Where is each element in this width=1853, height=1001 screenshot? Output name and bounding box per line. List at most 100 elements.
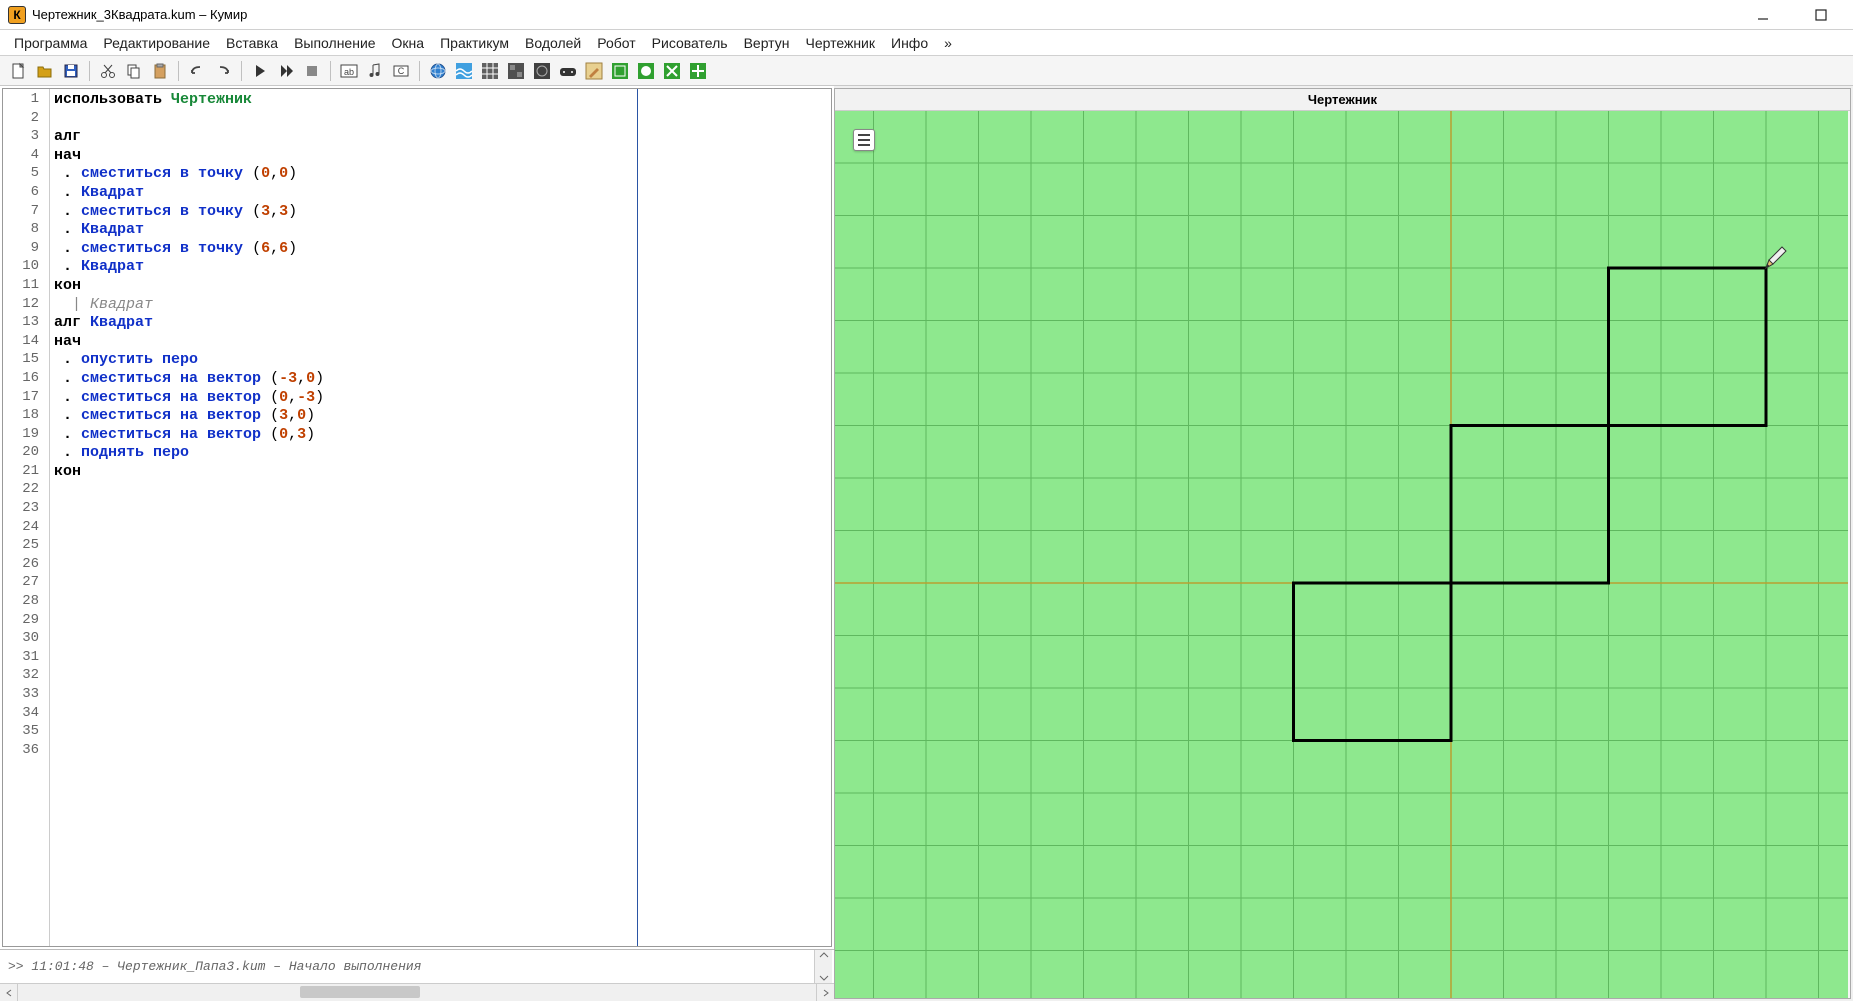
code-line[interactable]: . сместиться на вектор (0,3) bbox=[54, 426, 633, 445]
green2-icon[interactable] bbox=[635, 60, 657, 82]
undo-icon[interactable] bbox=[186, 60, 208, 82]
grid2-icon[interactable] bbox=[505, 60, 527, 82]
console-text: >> 11:01:48 – Чертежник_Папа3.kum – Нача… bbox=[8, 959, 421, 974]
code-line[interactable]: использовать Чертежник bbox=[54, 91, 633, 110]
code-line[interactable]: . поднять перо bbox=[54, 444, 633, 463]
line-number: 11 bbox=[3, 277, 49, 296]
c-icon[interactable]: C bbox=[390, 60, 412, 82]
menu-item[interactable]: Инфо bbox=[883, 30, 936, 55]
line-number: 2 bbox=[3, 110, 49, 129]
line-number: 13 bbox=[3, 314, 49, 333]
line-number: 35 bbox=[3, 723, 49, 742]
line-number: 10 bbox=[3, 258, 49, 277]
line-number: 36 bbox=[3, 742, 49, 761]
editor-margin bbox=[638, 89, 831, 946]
pen-cursor-icon bbox=[1764, 246, 1788, 270]
code-line[interactable]: . сместиться на вектор (3,0) bbox=[54, 407, 633, 426]
code-line[interactable]: . Квадрат bbox=[54, 258, 633, 277]
green1-icon[interactable] bbox=[609, 60, 631, 82]
line-number: 20 bbox=[3, 444, 49, 463]
code-line[interactable]: . опустить перо bbox=[54, 351, 633, 370]
line-number: 21 bbox=[3, 463, 49, 482]
menu-item[interactable]: Вертун bbox=[736, 30, 798, 55]
code-line[interactable]: | Квадрат bbox=[54, 296, 633, 315]
line-number: 28 bbox=[3, 593, 49, 612]
code-line[interactable]: . сместиться в точку (6,6) bbox=[54, 240, 633, 259]
menu-item[interactable]: Вставка bbox=[218, 30, 286, 55]
line-number: 19 bbox=[3, 426, 49, 445]
console-output: >> 11:01:48 – Чертежник_Папа3.kum – Нача… bbox=[0, 949, 834, 983]
save-file-icon[interactable] bbox=[60, 60, 82, 82]
menu-item[interactable]: Водолей bbox=[517, 30, 589, 55]
menu-item[interactable]: Практикум bbox=[432, 30, 517, 55]
line-number: 8 bbox=[3, 221, 49, 240]
code-line[interactable]: . Квадрат bbox=[54, 184, 633, 203]
horizontal-scrollbar[interactable] bbox=[0, 983, 834, 1001]
new-file-icon[interactable] bbox=[8, 60, 30, 82]
line-number: 7 bbox=[3, 203, 49, 222]
line-number: 24 bbox=[3, 519, 49, 538]
line-number: 22 bbox=[3, 481, 49, 500]
code-line[interactable]: . сместиться на вектор (0,-3) bbox=[54, 389, 633, 408]
maximize-button[interactable] bbox=[1801, 4, 1841, 26]
grid3-icon[interactable] bbox=[531, 60, 553, 82]
line-number: 26 bbox=[3, 556, 49, 575]
code-line[interactable]: . сместиться в точку (0,0) bbox=[54, 165, 633, 184]
paste-icon[interactable] bbox=[149, 60, 171, 82]
open-file-icon[interactable] bbox=[34, 60, 56, 82]
line-number: 33 bbox=[3, 686, 49, 705]
title-bar: К Чертежник_3Квадрата.kum – Кумир bbox=[0, 0, 1853, 30]
menu-item[interactable]: » bbox=[936, 30, 960, 55]
code-line[interactable]: нач bbox=[54, 333, 633, 352]
line-number: 34 bbox=[3, 705, 49, 724]
code-line[interactable]: нач bbox=[54, 147, 633, 166]
line-number: 3 bbox=[3, 128, 49, 147]
canvas-menu-button[interactable] bbox=[853, 129, 875, 151]
console-scrollbar[interactable] bbox=[814, 950, 832, 983]
step-icon[interactable] bbox=[275, 60, 297, 82]
code-line[interactable]: . Квадрат bbox=[54, 221, 633, 240]
code-line[interactable] bbox=[54, 110, 633, 129]
menu-item[interactable]: Редактирование bbox=[95, 30, 218, 55]
wave-icon[interactable] bbox=[453, 60, 475, 82]
line-number: 4 bbox=[3, 147, 49, 166]
canvas-body[interactable] bbox=[835, 111, 1850, 998]
redo-icon[interactable] bbox=[212, 60, 234, 82]
green3-icon[interactable] bbox=[661, 60, 683, 82]
menu-item[interactable]: Окна bbox=[384, 30, 433, 55]
line-number: 31 bbox=[3, 649, 49, 668]
menu-item[interactable]: Программа bbox=[6, 30, 95, 55]
stop-icon[interactable] bbox=[301, 60, 323, 82]
line-number: 6 bbox=[3, 184, 49, 203]
code-line[interactable]: кон bbox=[54, 463, 633, 482]
ab-icon[interactable]: ab bbox=[338, 60, 360, 82]
toolbar: ab C bbox=[0, 56, 1853, 86]
code-line[interactable]: алг Квадрат bbox=[54, 314, 633, 333]
line-number: 27 bbox=[3, 574, 49, 593]
globe-icon[interactable] bbox=[427, 60, 449, 82]
code-editor[interactable]: использовать Чертежник алгнач . сместить… bbox=[50, 89, 638, 946]
minimize-button[interactable] bbox=[1743, 4, 1783, 26]
line-number: 1 bbox=[3, 91, 49, 110]
cut-icon[interactable] bbox=[97, 60, 119, 82]
code-line[interactable]: . сместиться в точку (3,3) bbox=[54, 203, 633, 222]
game-icon[interactable] bbox=[557, 60, 579, 82]
green4-icon[interactable] bbox=[687, 60, 709, 82]
code-line[interactable]: . сместиться на вектор (-3,0) bbox=[54, 370, 633, 389]
code-line[interactable]: кон bbox=[54, 277, 633, 296]
copy-icon[interactable] bbox=[123, 60, 145, 82]
music-icon[interactable] bbox=[364, 60, 386, 82]
line-number: 29 bbox=[3, 612, 49, 631]
menu-item[interactable]: Рисователь bbox=[644, 30, 736, 55]
line-number: 32 bbox=[3, 667, 49, 686]
menu-item[interactable]: Выполнение bbox=[286, 30, 383, 55]
line-number: 18 bbox=[3, 407, 49, 426]
pencil-tool-icon[interactable] bbox=[583, 60, 605, 82]
scrollbar-thumb[interactable] bbox=[300, 986, 420, 998]
code-line[interactable]: алг bbox=[54, 128, 633, 147]
line-gutter: 1234567891011121314151617181920212223242… bbox=[3, 89, 50, 946]
menu-item[interactable]: Чертежник bbox=[797, 30, 883, 55]
menu-item[interactable]: Робот bbox=[589, 30, 643, 55]
run-icon[interactable] bbox=[249, 60, 271, 82]
grid1-icon[interactable] bbox=[479, 60, 501, 82]
